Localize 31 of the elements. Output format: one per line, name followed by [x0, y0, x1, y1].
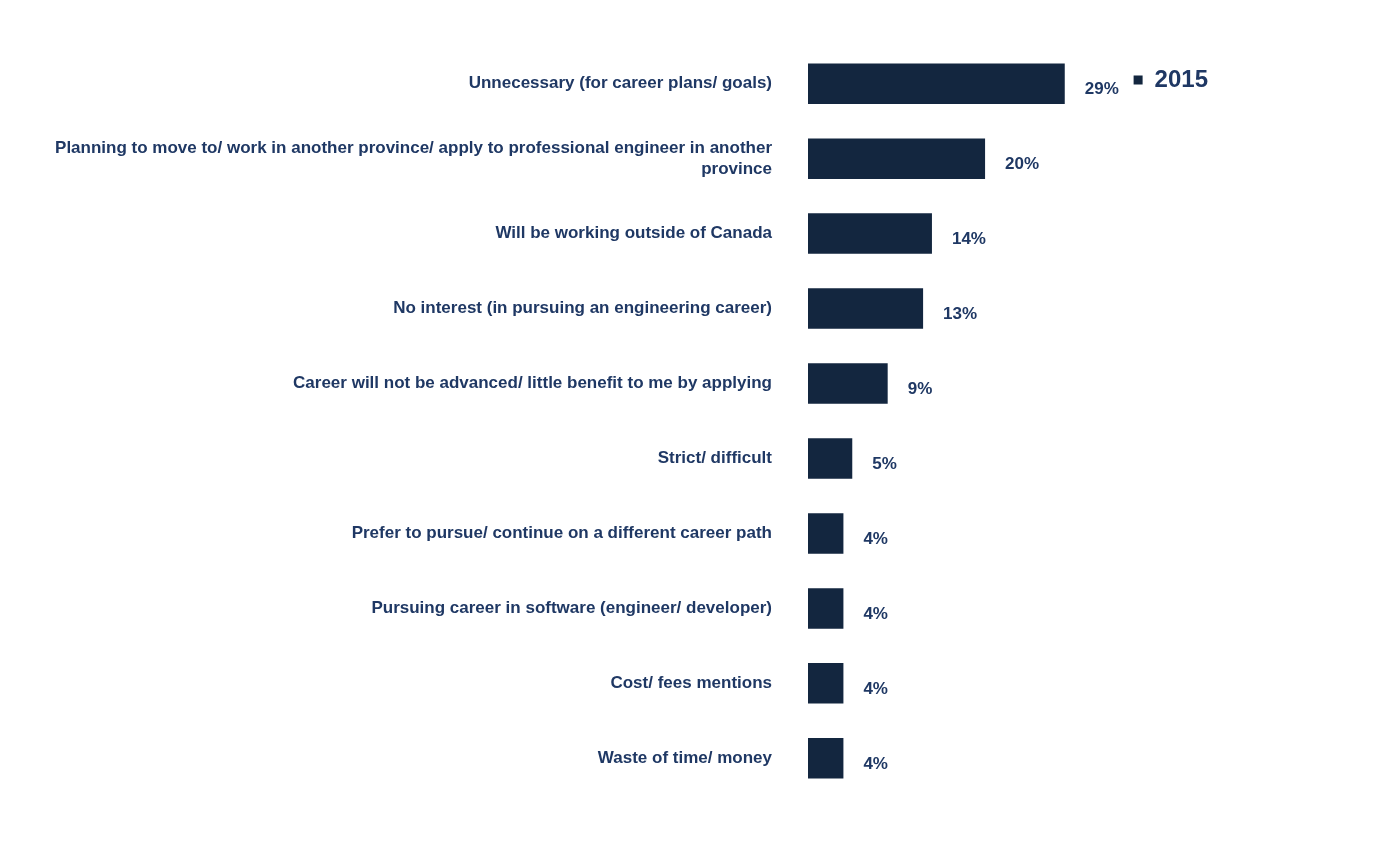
data-label: 9% — [907, 379, 933, 399]
bar — [808, 738, 844, 779]
y-tick-label: Waste of time/ money — [597, 748, 773, 768]
y-tick-label: Will be working outside of Canada — [495, 223, 773, 243]
data-label: 4% — [863, 754, 888, 774]
y-tick-label: Strict/ difficult — [657, 448, 773, 468]
bar — [808, 663, 844, 704]
data-label: 4% — [863, 529, 888, 549]
y-tick-label: Unnecessary (for career plans/ goals) — [468, 73, 772, 93]
bar — [808, 363, 888, 404]
bar — [808, 288, 924, 329]
bar — [808, 213, 932, 254]
bar — [808, 513, 844, 554]
y-tick-label: Planning to move to/ work in another province/ apply to professional engineer in another province — [55, 138, 773, 178]
y-tick-label: Career will not be advanced/ little benefit to me by applying — [293, 373, 772, 393]
data-label: 4% — [863, 679, 888, 699]
legend-label: 2015 — [1154, 64, 1208, 92]
data-label: 29% — [1084, 79, 1119, 99]
y-tick-label: No interest (in pursuing an engineering career) — [393, 298, 772, 318]
y-tick-label: Cost/ fees mentions — [610, 673, 772, 693]
y-tick-label: Pursuing career in software (engineer/ developer) — [371, 598, 772, 618]
data-label: 14% — [951, 229, 986, 249]
data-label: 5% — [872, 454, 897, 474]
bar — [808, 438, 853, 479]
y-tick-label: Prefer to pursue/ continue on a different career path — [351, 523, 772, 543]
data-label: 4% — [863, 604, 888, 624]
data-label: 13% — [943, 304, 978, 324]
bar — [808, 63, 1065, 104]
bar — [808, 588, 844, 629]
bar — [808, 138, 986, 179]
data-label: 20% — [1005, 154, 1040, 174]
